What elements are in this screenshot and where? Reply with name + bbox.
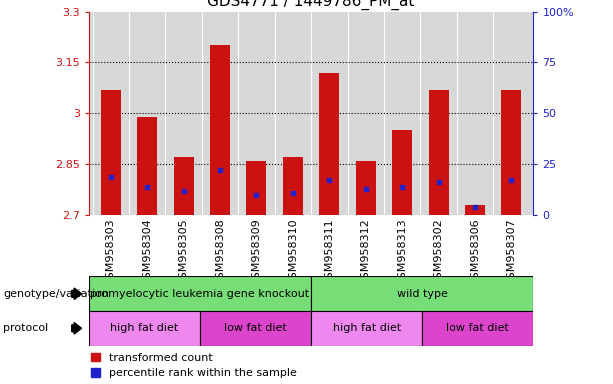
Bar [137,117,157,215]
Bar [283,157,303,215]
Text: GSM958308: GSM958308 [215,218,225,286]
Text: GSM958305: GSM958305 [178,218,189,286]
Bar [465,205,485,215]
Bar [246,161,267,215]
Text: GSM958311: GSM958311 [324,218,334,286]
Bar [428,89,449,215]
Text: genotype/variation: genotype/variation [3,289,109,299]
Text: GSM958309: GSM958309 [251,218,262,286]
Text: GSM958312: GSM958312 [360,218,371,286]
Text: GSM958306: GSM958306 [470,218,480,286]
Text: GSM958313: GSM958313 [397,218,407,286]
Bar [319,73,340,215]
Text: high fat diet: high fat diet [110,323,178,333]
Bar [89,311,200,346]
Text: promyelocytic leukemia gene knockout: promyelocytic leukemia gene knockout [91,289,310,299]
Text: GSM958310: GSM958310 [288,218,298,286]
Bar [210,45,230,215]
Title: GDS4771 / 1449786_PM_at: GDS4771 / 1449786_PM_at [207,0,415,10]
Bar [311,311,422,346]
Text: GSM958307: GSM958307 [506,218,517,286]
Text: protocol: protocol [3,323,48,333]
Text: GSM958302: GSM958302 [433,218,444,286]
Bar [89,276,311,311]
Text: low fat diet: low fat diet [224,323,287,333]
Bar [356,161,376,215]
Text: GSM958304: GSM958304 [142,218,152,286]
Legend: transformed count, percentile rank within the sample: transformed count, percentile rank withi… [91,353,297,379]
Bar [101,89,121,215]
Bar [200,311,311,346]
Bar [392,130,412,215]
Text: wild type: wild type [397,289,447,299]
Bar [311,276,533,311]
Text: high fat diet: high fat diet [332,323,401,333]
Bar [173,157,194,215]
Bar [422,311,533,346]
Text: GSM958303: GSM958303 [105,218,116,286]
Bar [501,89,522,215]
Text: low fat diet: low fat diet [446,323,509,333]
